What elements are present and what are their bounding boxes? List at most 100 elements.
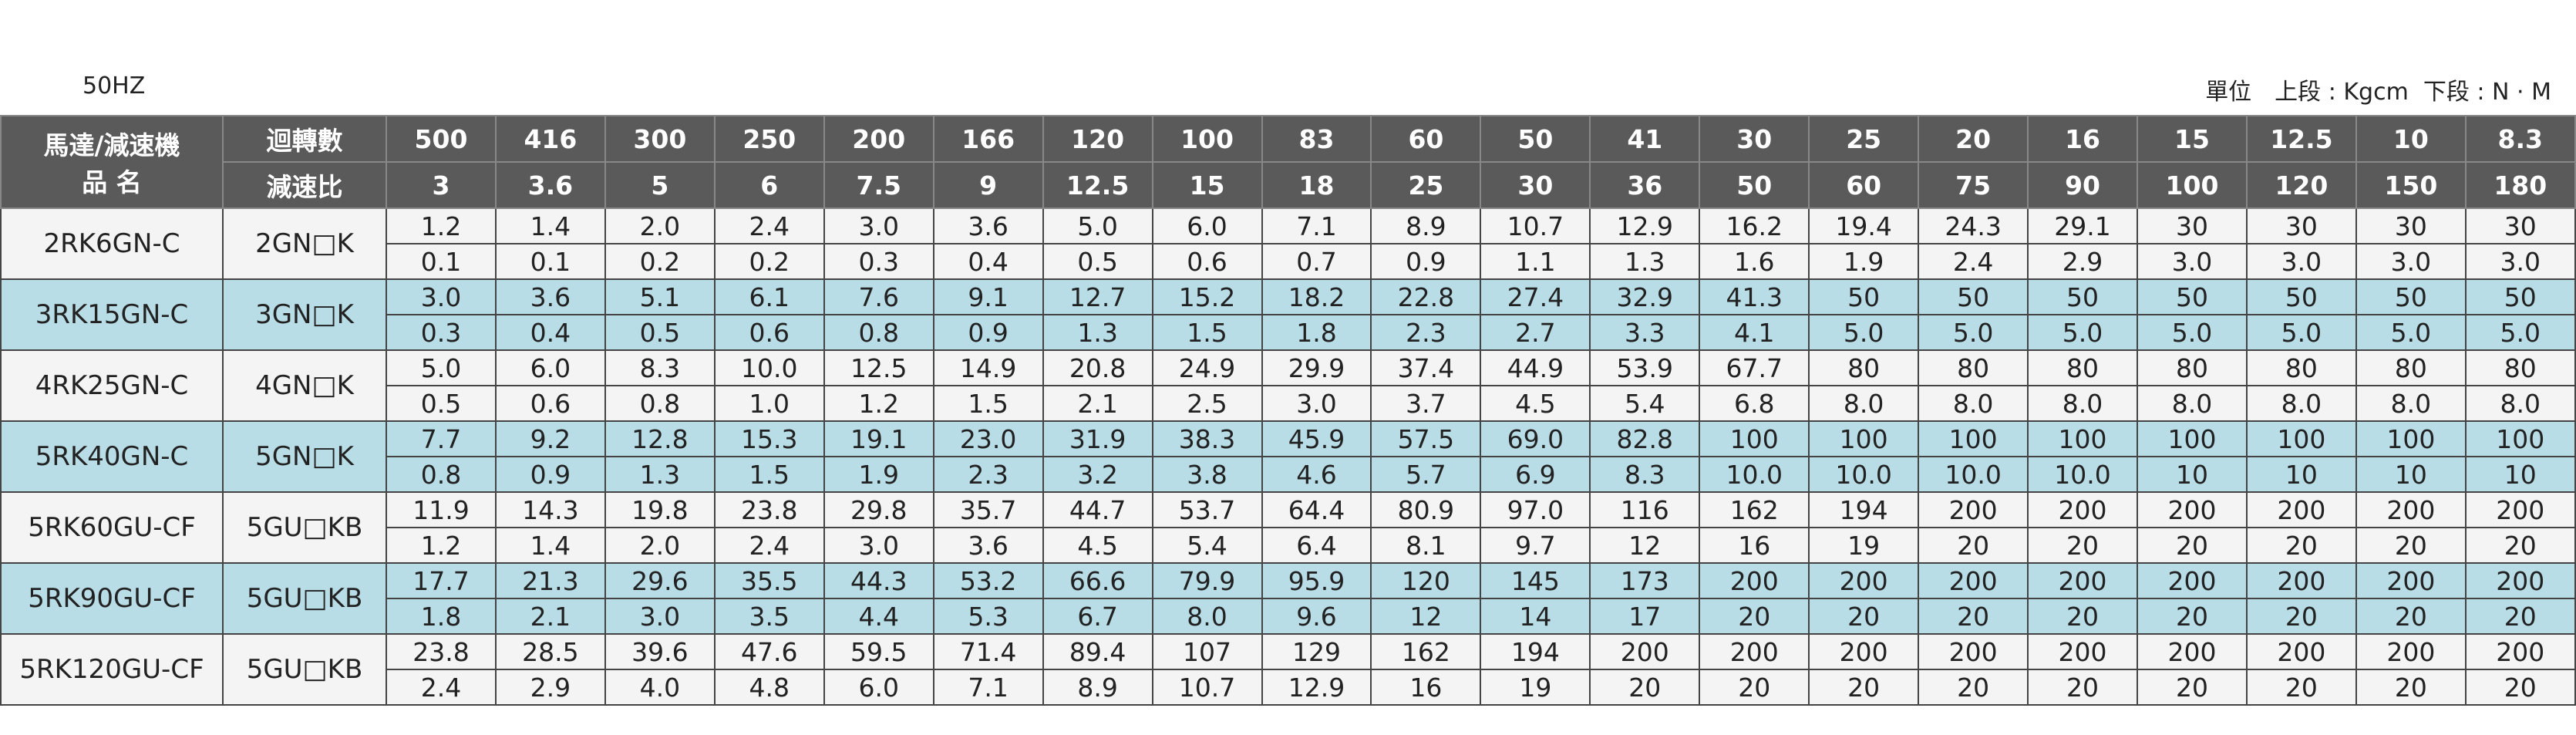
torque-upper: 50 bbox=[2245, 278, 2357, 315]
torque-lower: 0.1 bbox=[386, 243, 497, 280]
torque-upper: 38.3 bbox=[1151, 420, 1263, 457]
torque-upper: 7.6 bbox=[823, 278, 934, 315]
torque-upper: 107 bbox=[1151, 633, 1263, 670]
torque-lower: 3.0 bbox=[2137, 243, 2248, 280]
torque-upper: 80.9 bbox=[1370, 491, 1482, 528]
table-row: 5RK60GU-CF 5GU□KB 11.9 14.3 19.8 23.8 29.8 35.7… bbox=[0, 491, 2576, 564]
speed: 30 bbox=[1699, 115, 1810, 163]
corner-header: 馬達/減速機品 名 bbox=[0, 115, 224, 209]
ratio: 100 bbox=[2137, 161, 2248, 209]
torque-lower: 16 bbox=[1370, 669, 1482, 706]
torque-upper: 162 bbox=[1370, 633, 1482, 670]
torque-upper: 50 bbox=[1918, 278, 2029, 315]
torque-upper: 200 bbox=[1699, 633, 1810, 670]
torque-upper: 200 bbox=[2027, 491, 2138, 528]
torque-upper: 27.4 bbox=[1480, 278, 1591, 315]
torque-lower: 1.1 bbox=[1480, 243, 1591, 280]
torque-lower: 1.2 bbox=[386, 527, 497, 564]
torque-lower: 20 bbox=[1699, 669, 1810, 706]
speed-label: 迴轉數 bbox=[222, 115, 387, 163]
torque-lower: 8.0 bbox=[1918, 385, 2029, 422]
torque-lower: 3.6 bbox=[932, 527, 1044, 564]
torque-lower: 3.3 bbox=[1589, 314, 1701, 351]
gear-name: 5GU□KB bbox=[222, 491, 387, 564]
torque-upper: 71.4 bbox=[932, 633, 1044, 670]
torque-upper: 11.9 bbox=[386, 491, 497, 528]
torque-lower: 5.0 bbox=[2355, 314, 2467, 351]
torque-upper: 200 bbox=[2245, 633, 2357, 670]
torque-lower: 0.7 bbox=[1261, 243, 1372, 280]
torque-lower: 20 bbox=[2464, 598, 2576, 635]
torque-lower: 2.1 bbox=[494, 598, 606, 635]
torque-lower: 20 bbox=[2355, 669, 2467, 706]
torque-lower: 0.2 bbox=[713, 243, 825, 280]
torque-lower: 0.5 bbox=[386, 385, 497, 422]
torque-upper: 67.7 bbox=[1699, 349, 1810, 386]
torque-upper: 2.4 bbox=[713, 207, 825, 244]
torque-lower: 20 bbox=[2245, 598, 2357, 635]
torque-upper: 80 bbox=[2355, 349, 2467, 386]
ratio: 5 bbox=[604, 161, 716, 209]
torque-upper: 32.9 bbox=[1589, 278, 1701, 315]
torque-lower: 10.0 bbox=[2027, 456, 2138, 493]
torque-lower: 5.0 bbox=[1808, 314, 1920, 351]
table-row: 5RK90GU-CF 5GU□KB 17.7 21.3 29.6 35.5 44.3 53.2… bbox=[0, 562, 2576, 635]
torque-lower: 20 bbox=[1918, 527, 2029, 564]
torque-lower: 12 bbox=[1370, 598, 1482, 635]
torque-lower: 20 bbox=[2137, 669, 2248, 706]
torque-upper: 6.0 bbox=[494, 349, 606, 386]
torque-upper: 50 bbox=[1808, 278, 1920, 315]
torque-lower: 2.0 bbox=[604, 527, 716, 564]
torque-lower: 6.4 bbox=[1261, 527, 1372, 564]
gear-name: 5GU□KB bbox=[222, 633, 387, 706]
torque-lower: 4.6 bbox=[1261, 456, 1372, 493]
torque-lower: 17 bbox=[1589, 598, 1701, 635]
torque-lower: 1.9 bbox=[823, 456, 934, 493]
torque-lower: 8.0 bbox=[2355, 385, 2467, 422]
table-row: 0.1 0.1 0.2 0.2 0.3 0.4 0.5 0.6 0.7 0.9 1.1 1.3 1.6 1… bbox=[1, 243, 2576, 280]
torque-lower: 20 bbox=[1589, 669, 1701, 706]
torque-upper: 35.5 bbox=[713, 562, 825, 599]
ratio: 9 bbox=[932, 161, 1044, 209]
torque-upper: 145 bbox=[1480, 562, 1591, 599]
torque-lower: 10 bbox=[2245, 456, 2357, 493]
torque-lower: 20 bbox=[2464, 669, 2576, 706]
torque-lower: 0.1 bbox=[494, 243, 606, 280]
motor-name: 3RK15GN-C bbox=[0, 278, 224, 351]
torque-lower: 2.4 bbox=[386, 669, 497, 706]
torque-upper: 29.8 bbox=[823, 491, 934, 528]
torque-upper: 200 bbox=[1918, 633, 2029, 670]
torque-lower: 8.0 bbox=[2245, 385, 2357, 422]
torque-lower: 10 bbox=[2137, 456, 2248, 493]
torque-upper: 173 bbox=[1589, 562, 1701, 599]
torque-lower: 2.5 bbox=[1151, 385, 1263, 422]
torque-lower: 20 bbox=[1918, 598, 2029, 635]
torque-lower: 3.5 bbox=[713, 598, 825, 635]
torque-upper: 10.7 bbox=[1480, 207, 1591, 244]
speed: 25 bbox=[1808, 115, 1920, 163]
torque-upper: 82.8 bbox=[1589, 420, 1701, 457]
torque-lower: 10.0 bbox=[1808, 456, 1920, 493]
motor-name: 5RK120GU-CF bbox=[0, 633, 224, 706]
torque-upper: 12.7 bbox=[1042, 278, 1153, 315]
torque-upper: 30 bbox=[2464, 207, 2576, 244]
torque-lower: 20 bbox=[2137, 527, 2248, 564]
ratio: 30 bbox=[1480, 161, 1591, 209]
torque-upper: 22.8 bbox=[1370, 278, 1482, 315]
torque-upper: 31.9 bbox=[1042, 420, 1153, 457]
torque-lower: 8.0 bbox=[1151, 598, 1263, 635]
torque-lower: 19 bbox=[1480, 669, 1591, 706]
table-row: 3RK15GN-C 3GN□K 3.0 3.6 5.1 6.1 7.6 9.1 12.7 15.2… bbox=[0, 278, 2576, 351]
torque-lower: 3.0 bbox=[604, 598, 716, 635]
torque-lower: 10 bbox=[2464, 456, 2576, 493]
torque-lower: 3.0 bbox=[2355, 243, 2467, 280]
motor-name: 5RK60GU-CF bbox=[0, 491, 224, 564]
torque-upper: 50 bbox=[2027, 278, 2138, 315]
torque-upper: 80 bbox=[2137, 349, 2248, 386]
gear-name: 5GN□K bbox=[222, 420, 387, 493]
torque-lower: 10.7 bbox=[1151, 669, 1263, 706]
torque-upper: 89.4 bbox=[1042, 633, 1153, 670]
speed: 166 bbox=[932, 115, 1044, 163]
torque-upper: 1.2 bbox=[386, 207, 497, 244]
